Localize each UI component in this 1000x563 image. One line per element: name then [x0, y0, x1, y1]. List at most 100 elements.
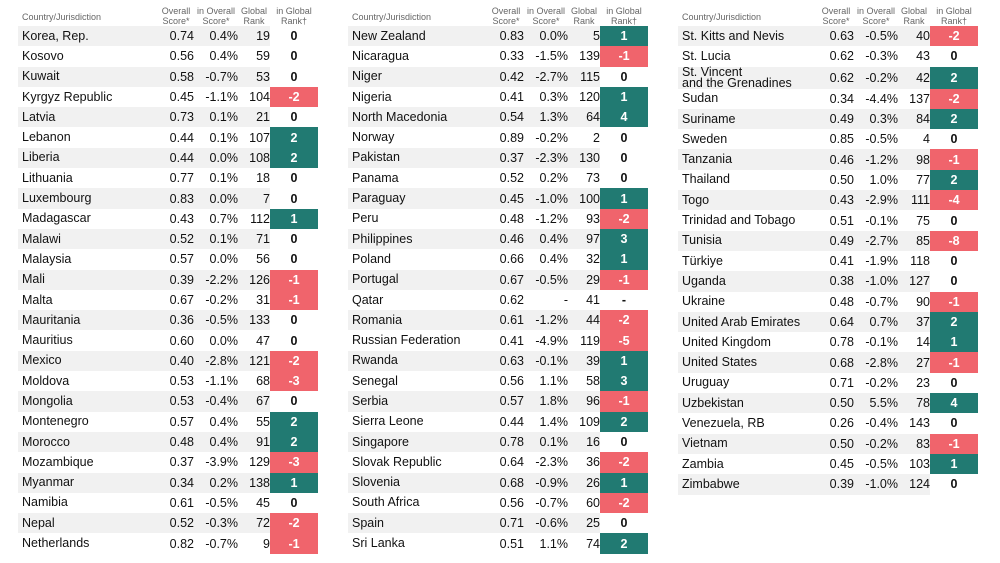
table-row: Togo 0.43 -2.9% 111 -4: [678, 190, 978, 211]
rank-change: -1: [930, 291, 978, 312]
score-change: -1.0%: [535, 191, 568, 206]
overall-score: 0.61: [169, 495, 194, 510]
header-cell: Global Rank: [240, 6, 267, 26]
rank-change: 2: [930, 108, 978, 130]
table-row: Malta 0.67 -0.2% 31 -1: [18, 289, 318, 311]
global-rank: 112: [250, 211, 270, 226]
country: Moldova: [22, 373, 70, 388]
table-row: Panama 0.52 0.2% 73 0: [348, 168, 648, 189]
rank-change: 2: [270, 411, 318, 432]
global-rank: 45: [256, 495, 270, 510]
global-rank: 47: [256, 333, 270, 348]
overall-score: 0.38: [829, 274, 854, 289]
overall-score: 0.37: [499, 150, 524, 165]
score-change: -0.5%: [205, 495, 238, 510]
table-header: Country/Jurisdiction Overall Score* in Ove…: [18, 0, 318, 26]
global-rank: 39: [586, 353, 600, 368]
rank-change: 0: [930, 271, 978, 292]
overall-score: 0.60: [169, 333, 194, 348]
table-row: South Africa 0.56 -0.7% 60 -2: [348, 492, 648, 514]
score-change: 0.0%: [209, 191, 239, 206]
rank-change: 4: [930, 393, 978, 414]
overall-score: 0.67: [499, 272, 524, 287]
global-rank: 44: [586, 313, 600, 328]
country: Pakistan: [352, 150, 400, 165]
global-rank: 103: [909, 457, 930, 472]
table-row: New Zealand 0.83 0.0% 5 1: [348, 26, 648, 47]
country: Mauritania: [22, 312, 81, 327]
header-cell: Overall Score*: [491, 6, 521, 26]
overall-score: 0.42: [499, 69, 524, 84]
rank-change: 0: [270, 310, 318, 331]
table-row: United Arab Emirates 0.64 0.7% 37 2: [678, 311, 978, 333]
overall-score: 0.89: [499, 130, 524, 145]
table-row: Madagascar 0.43 0.7% 112 1: [18, 208, 318, 229]
global-rank: 21: [256, 110, 270, 125]
global-rank: 115: [580, 69, 600, 84]
table-body: St. Kitts and Nevis 0.63 -0.5% 40 -2 St. Luci…: [678, 26, 978, 495]
country: New Zealand: [352, 28, 426, 43]
country: Uzbekistan: [682, 395, 744, 410]
country: Portugal: [352, 272, 399, 287]
overall-score: 0.58: [169, 69, 194, 84]
global-rank: 121: [249, 353, 270, 368]
rank-change: 0: [600, 168, 648, 189]
table-row: Singapore 0.78 0.1% 16 0: [348, 431, 648, 453]
overall-score: 0.26: [829, 416, 854, 431]
overall-score: 0.48: [169, 435, 194, 450]
country: Morocco: [22, 434, 70, 449]
country: Uruguay: [682, 375, 730, 390]
overall-score: 0.45: [829, 457, 854, 472]
country: Mongolia: [22, 393, 73, 408]
table-body: Korea, Rep. 0.74 0.4% 19 0 Kosovo 0.56 0.4% 59 0 K…: [18, 26, 318, 554]
header-cell: Country/Jurisdiction: [22, 12, 102, 22]
overall-score: 0.71: [499, 516, 524, 531]
country: Mauritius: [22, 333, 73, 348]
overall-score: 0.68: [829, 355, 854, 370]
overall-score: 0.50: [829, 396, 854, 411]
global-rank: 107: [249, 130, 270, 145]
score-change: -0.3%: [205, 516, 238, 531]
score-change: -1.1%: [205, 90, 238, 105]
country: Singapore: [352, 434, 409, 449]
rank-change: -2: [270, 513, 318, 534]
country: United Arab Emirates: [682, 314, 801, 329]
score-change: -0.4%: [865, 416, 898, 431]
header-cell: Overall Score*: [161, 6, 191, 26]
score-change: 1.1%: [539, 536, 569, 551]
overall-score: 0.45: [169, 90, 194, 105]
country: Liberia: [22, 150, 60, 165]
score-change: -0.5%: [865, 457, 898, 472]
global-rank: 14: [916, 335, 930, 350]
rank-change: -2: [600, 208, 648, 229]
global-rank: 26: [586, 475, 600, 490]
rank-change: -2: [930, 26, 978, 47]
table-row: Thailand 0.50 1.0% 77 2: [678, 169, 978, 191]
country: Slovak Republic: [352, 454, 442, 469]
country: Philippines: [352, 231, 413, 246]
country: Vietnam: [682, 436, 728, 451]
score-change: -0.3%: [865, 49, 898, 64]
country: Lebanon: [22, 130, 71, 145]
overall-score: 0.56: [499, 374, 524, 389]
global-rank: 19: [256, 29, 270, 44]
score-change: 0.0%: [209, 150, 239, 165]
overall-score: 0.53: [169, 394, 194, 409]
score-change: -1.0%: [865, 274, 898, 289]
global-rank: 111: [910, 193, 930, 208]
score-change: 0.7%: [209, 211, 239, 226]
rank-change: 2: [270, 147, 318, 169]
rank-change: 0: [270, 107, 318, 128]
global-rank: 74: [586, 536, 600, 551]
table-row: Lebanon 0.44 0.1% 107 2: [18, 127, 318, 148]
overall-score: 0.83: [499, 29, 524, 44]
country: Sierra Leone: [352, 414, 424, 429]
table-row: St. Lucia 0.62 -0.3% 43 0: [678, 46, 978, 67]
score-change: 1.4%: [539, 414, 569, 429]
score-change: 5.5%: [869, 396, 899, 411]
score-change: 0.3%: [539, 90, 569, 105]
overall-score: 0.44: [169, 130, 194, 145]
country: Montenegro: [22, 414, 89, 429]
score-change: -0.9%: [535, 475, 568, 490]
score-change: -0.5%: [865, 29, 898, 44]
